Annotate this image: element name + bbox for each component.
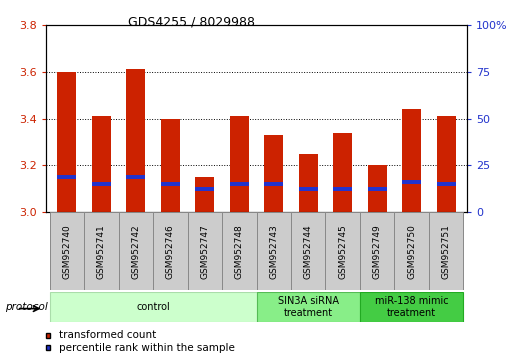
Text: GSM952745: GSM952745 (338, 224, 347, 279)
Bar (360, 292, 463, 322)
Bar (394, 212, 429, 290)
Bar (57, 175, 76, 179)
Bar (402, 180, 421, 184)
Text: GSM952740: GSM952740 (63, 224, 71, 279)
Bar (360, 212, 394, 290)
Bar (299, 187, 318, 191)
Bar (429, 212, 463, 290)
Text: GSM952751: GSM952751 (442, 224, 450, 279)
Bar (368, 165, 387, 212)
Bar (92, 182, 111, 186)
Bar (50, 212, 84, 290)
Text: control: control (136, 302, 170, 312)
Bar (368, 187, 387, 191)
Bar (57, 72, 76, 212)
Bar (92, 116, 111, 212)
Text: GSM952749: GSM952749 (372, 224, 382, 279)
Bar (222, 212, 256, 290)
Bar (230, 182, 249, 186)
Bar (195, 177, 214, 212)
Text: GSM952741: GSM952741 (97, 224, 106, 279)
Text: GSM952742: GSM952742 (131, 224, 141, 279)
Bar (161, 119, 180, 212)
Text: percentile rank within the sample: percentile rank within the sample (59, 343, 235, 353)
Bar (291, 212, 325, 290)
Text: GSM952744: GSM952744 (304, 224, 313, 279)
Text: GDS4255 / 8029988: GDS4255 / 8029988 (128, 16, 255, 29)
Bar (299, 154, 318, 212)
Bar (437, 182, 456, 186)
Text: SIN3A siRNA
treatment: SIN3A siRNA treatment (278, 296, 339, 318)
Bar (264, 135, 283, 212)
Bar (325, 212, 360, 290)
Text: GSM952746: GSM952746 (166, 224, 175, 279)
Bar (264, 182, 283, 186)
Bar (153, 212, 188, 290)
Bar (333, 187, 352, 191)
Text: GSM952750: GSM952750 (407, 224, 416, 279)
Bar (119, 212, 153, 290)
Bar (230, 116, 249, 212)
Text: transformed count: transformed count (59, 330, 156, 340)
Bar (161, 182, 180, 186)
Bar (256, 212, 291, 290)
Bar (126, 69, 145, 212)
Text: GSM952747: GSM952747 (200, 224, 209, 279)
Text: miR-138 mimic
treatment: miR-138 mimic treatment (375, 296, 448, 318)
Bar (188, 212, 222, 290)
Bar (126, 175, 145, 179)
Text: protocol: protocol (5, 302, 48, 312)
Bar (50, 292, 256, 322)
Bar (402, 109, 421, 212)
Bar (195, 187, 214, 191)
Bar (256, 292, 360, 322)
Text: GSM952748: GSM952748 (235, 224, 244, 279)
Bar (84, 212, 119, 290)
Bar (437, 116, 456, 212)
Text: GSM952743: GSM952743 (269, 224, 278, 279)
Bar (333, 133, 352, 212)
